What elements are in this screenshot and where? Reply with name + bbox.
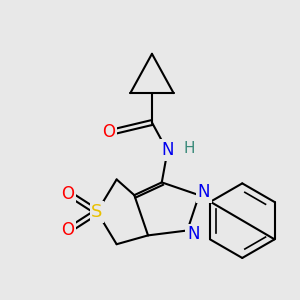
Text: N: N xyxy=(161,141,174,159)
Text: H: H xyxy=(184,140,195,155)
Text: S: S xyxy=(91,203,103,221)
Text: O: O xyxy=(61,220,74,238)
Text: O: O xyxy=(102,123,115,141)
Text: N: N xyxy=(198,183,210,201)
Text: O: O xyxy=(61,185,74,203)
Text: N: N xyxy=(187,225,200,243)
